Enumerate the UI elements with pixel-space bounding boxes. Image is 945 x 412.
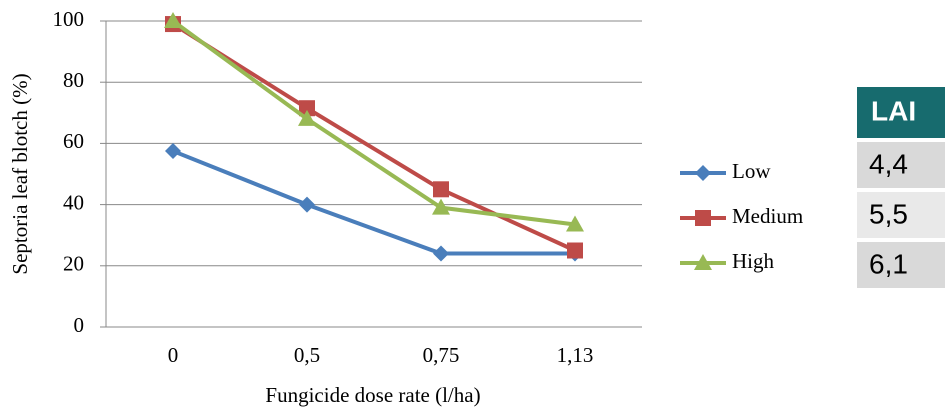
data-point (567, 242, 583, 259)
data-point (165, 143, 181, 160)
data-point (433, 245, 449, 262)
y-tick-label: 0 (74, 313, 85, 337)
series-line (172, 149, 575, 256)
legend-label: Medium (732, 204, 803, 228)
y-tick-label: 60 (63, 129, 84, 153)
y-tick-label: 20 (63, 252, 84, 276)
table-value: 5,5 (869, 198, 908, 229)
x-tick-label: 0 (168, 343, 179, 367)
data-point (299, 196, 315, 213)
data-point (298, 109, 316, 126)
legend-marker (695, 210, 711, 226)
legend-label: High (732, 249, 775, 273)
data-point (566, 215, 584, 232)
table-header: LAI (871, 95, 916, 126)
legend-marker (694, 254, 712, 270)
data-point (299, 100, 315, 117)
y-tick-label: 80 (63, 68, 84, 92)
table-header-cell (857, 87, 945, 138)
x-tick-label: 0,75 (423, 343, 460, 367)
table-value: 6,1 (869, 248, 908, 279)
series-line (171, 22, 576, 253)
data-point (432, 198, 450, 215)
table-cell (857, 242, 945, 288)
y-tick-label: 100 (53, 7, 85, 31)
table-cell (857, 142, 945, 188)
legend-marker (695, 165, 711, 181)
x-axis-title: Fungicide dose rate (l/ha) (265, 383, 480, 407)
legend-label: Low (732, 159, 771, 183)
table-cell (857, 192, 945, 238)
y-axis-title: Septoria leaf blotch (%) (8, 73, 32, 274)
x-tick-label: 1,13 (557, 343, 594, 367)
table-value: 4,4 (869, 148, 908, 179)
y-tick-label: 40 (63, 190, 84, 214)
x-tick-label: 0,5 (294, 343, 320, 367)
data-point (433, 181, 449, 198)
data-point (164, 12, 182, 28)
series-line (171, 19, 576, 227)
